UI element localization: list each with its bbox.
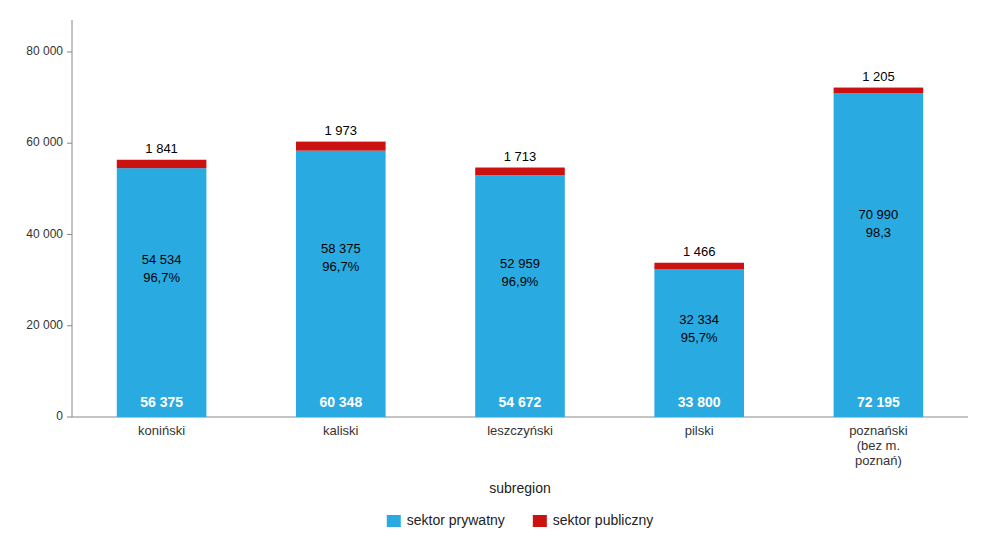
value-label: 52 959	[500, 256, 540, 271]
share-label: 96,7%	[322, 259, 359, 274]
y-tick-label: 60 000	[26, 135, 63, 149]
y-tick-label: 0	[56, 409, 63, 423]
bar	[475, 175, 565, 417]
legend-swatch	[387, 515, 401, 527]
x-tick-label: poznański(bez m.poznań)	[849, 423, 908, 468]
total-label: 56 375	[140, 394, 183, 410]
x-tick-label: leszczyński	[487, 423, 553, 438]
legend-swatch	[533, 515, 547, 527]
share-label: 98,3	[866, 225, 891, 240]
share-label: 96,9%	[502, 274, 539, 289]
x-axis: koniński kaliski leszczyński pilski poznańsk…	[138, 423, 908, 468]
value-label: 1 973	[325, 123, 358, 138]
y-tick	[67, 143, 72, 144]
legend-item: sektor prywatny	[387, 512, 505, 528]
y-tick	[67, 417, 72, 418]
y-tick-label: 20 000	[26, 318, 63, 332]
y-axis-line	[72, 20, 73, 417]
y-tick-label: 40 000	[26, 227, 63, 241]
bar	[296, 142, 386, 151]
total-label: 33 800	[678, 394, 721, 410]
bar	[117, 160, 207, 168]
data-labels: 54 534 96,7% 1 841 56 375 58 375 96,7% 1 973 60…	[140, 69, 900, 410]
legend-label: sektor prywatny	[407, 512, 505, 528]
legend-item: sektor publiczny	[533, 512, 653, 528]
legend: sektor prywatny sektor publiczny	[387, 512, 653, 528]
value-label: 1 466	[683, 244, 716, 259]
x-axis-label: subregion	[489, 480, 551, 496]
legend-label: sektor publiczny	[553, 512, 653, 528]
x-tick-label: kaliski	[323, 423, 359, 438]
share-label: 95,7%	[681, 330, 718, 345]
bar	[834, 88, 924, 93]
value-label: 70 990	[859, 207, 899, 222]
bar	[296, 151, 386, 417]
x-tick-label: pilski	[685, 423, 714, 438]
value-label: 1 841	[145, 141, 178, 156]
bars	[117, 88, 923, 417]
y-tick-label: 80 000	[26, 44, 63, 58]
value-label: 58 375	[321, 241, 361, 256]
total-label: 72 195	[857, 394, 900, 410]
total-label: 60 348	[319, 394, 362, 410]
bar	[654, 263, 744, 270]
total-label: 54 672	[499, 394, 542, 410]
y-tick	[67, 325, 72, 326]
value-label: 32 334	[679, 312, 719, 327]
bar	[834, 93, 924, 417]
bar	[117, 168, 207, 417]
value-label: 54 534	[142, 252, 182, 267]
bar	[475, 168, 565, 176]
y-tick	[67, 51, 72, 52]
bar	[654, 269, 744, 417]
chart: 0 20 000 40 000 60 000 80 000 54 534 96,7% 1 84…	[0, 0, 998, 537]
share-label: 96,7%	[143, 270, 180, 285]
value-label: 1 713	[504, 149, 537, 164]
y-axis: 0 20 000 40 000 60 000 80 000	[26, 20, 968, 423]
x-tick-label: koniński	[138, 423, 185, 438]
value-label: 1 205	[862, 69, 895, 84]
y-tick	[67, 234, 72, 235]
